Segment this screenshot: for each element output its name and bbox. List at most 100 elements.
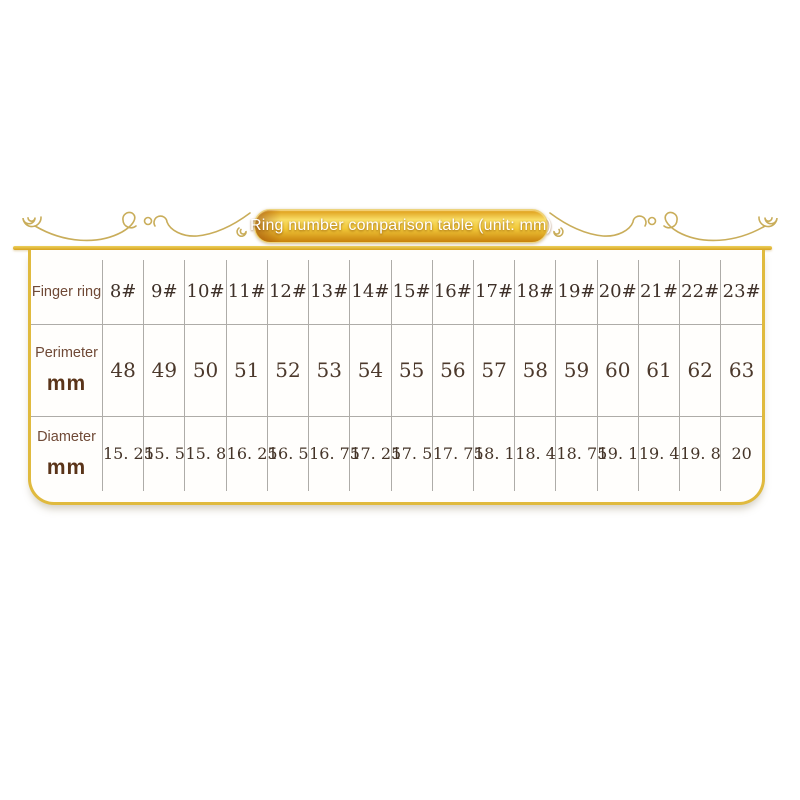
value-cell: 23#: [720, 260, 762, 325]
table-title: Ring number comparison table (unit: mm): [249, 217, 553, 234]
value-cell: 10#: [184, 260, 227, 325]
row-label: Finger ring: [31, 283, 102, 300]
cell-value: 16. 75: [309, 443, 360, 463]
flourish-left-ornament: [12, 198, 254, 248]
row-unit-label: mm: [46, 372, 87, 396]
cell-value: 14#: [351, 281, 390, 303]
cell-value: 52: [275, 358, 301, 382]
cell-value: 17#: [475, 281, 514, 303]
cell-value: 18. 1: [473, 443, 515, 463]
cell-value: 17. 5: [391, 443, 433, 463]
value-cell: 54: [349, 324, 392, 417]
value-cell: 19. 4: [638, 416, 681, 491]
cell-value: 49: [151, 358, 178, 382]
cell-value: 8#: [109, 281, 137, 303]
cell-value: 59: [563, 358, 590, 382]
gold-divider: [13, 246, 772, 250]
value-cell: 15. 25: [102, 416, 154, 491]
cell-value: 18. 75: [556, 443, 608, 463]
value-cell: 21#: [638, 260, 681, 325]
value-cell: 51: [226, 324, 268, 417]
value-cell: 57: [473, 324, 516, 417]
cell-value: 11#: [227, 281, 266, 303]
value-cell: 17. 25: [349, 416, 401, 491]
value-cell: 61: [638, 324, 681, 417]
row-header-cell: Perimeter mm: [31, 324, 103, 417]
value-cell: 55: [391, 324, 433, 417]
cell-value: 9#: [151, 281, 178, 303]
cell-value: 23#: [722, 281, 761, 303]
value-cell: 13#: [308, 260, 351, 325]
cell-value: 13#: [310, 281, 349, 303]
cell-value: 16#: [433, 281, 472, 303]
cell-value: 12#: [268, 281, 307, 303]
cell-value: 15. 8: [185, 443, 227, 463]
value-cell: 50: [184, 324, 227, 417]
value-cell: 22#: [679, 260, 722, 325]
row-header-cell: Finger ring: [31, 260, 103, 325]
value-cell: 16#: [432, 260, 474, 325]
cell-value: 21#: [639, 281, 678, 303]
cell-value: 18. 4: [515, 443, 556, 463]
value-cell: 8#: [102, 260, 145, 325]
value-cell: 18. 75: [555, 416, 607, 491]
value-cell: 17#: [473, 260, 516, 325]
flourish-swirl-icon: [22, 211, 251, 242]
table-row: Diameter mm 15. 25 15. 5 15. 8 16. 25 16. 5 16.…: [31, 416, 762, 491]
value-cell: 19#: [555, 260, 598, 325]
value-cell: 16. 25: [226, 416, 278, 491]
value-cell: 19. 1: [597, 416, 639, 491]
cell-value: 53: [316, 358, 342, 382]
value-cell: 12#: [267, 260, 310, 325]
value-cell: 52: [267, 324, 310, 417]
cell-value: 57: [481, 358, 507, 382]
value-cell: 9#: [143, 260, 186, 325]
cell-value: 17. 75: [432, 443, 484, 463]
cell-value: 62: [687, 358, 713, 382]
value-cell: 53: [308, 324, 351, 417]
value-cell: 11#: [226, 260, 268, 325]
cell-value: 61: [646, 358, 672, 382]
value-cell: 60: [597, 324, 639, 417]
cell-value: 56: [440, 358, 466, 382]
value-cell: 18#: [514, 260, 557, 325]
table-row: Perimeter mm 48 49 50 51 52 53 54 55 56 57 58 59 60 61 6…: [31, 324, 762, 417]
cell-value: 18#: [516, 281, 555, 303]
value-cell: 18. 4: [514, 416, 557, 491]
value-cell: 58: [514, 324, 557, 417]
cell-value: 19. 4: [638, 443, 680, 463]
size-table-body: Finger ring 8# 9# 10# 11# 12# 13# 14# 15# 16# 17# 1…: [31, 260, 762, 491]
value-cell: 16. 5: [267, 416, 310, 491]
cell-value: 60: [605, 358, 631, 382]
row-label: Perimeter: [35, 344, 98, 361]
value-cell: 62: [679, 324, 722, 417]
row-header-cell: Diameter mm: [31, 416, 103, 491]
value-cell: 17. 75: [432, 416, 484, 491]
value-cell: 48: [102, 324, 145, 417]
cell-value: 22#: [681, 281, 720, 303]
cell-value: 16. 5: [267, 443, 309, 463]
value-cell: 15. 5: [143, 416, 186, 491]
flourish-right-ornament: [546, 198, 788, 248]
cell-value: 10#: [186, 281, 225, 303]
cell-value: 16. 25: [226, 443, 278, 463]
flourish-swirl-icon: [549, 211, 778, 242]
value-cell: 15. 8: [184, 416, 227, 491]
cell-value: 15#: [392, 281, 431, 303]
value-cell: 49: [143, 324, 186, 417]
value-cell: 18. 1: [473, 416, 516, 491]
cell-value: 19#: [557, 281, 596, 303]
cell-value: 48: [110, 358, 136, 382]
cell-value: 19. 1: [597, 443, 639, 463]
row-unit-label: mm: [46, 455, 87, 479]
value-cell: 17. 5: [391, 416, 433, 491]
value-cell: 56: [432, 324, 474, 417]
value-cell: 20: [721, 416, 762, 491]
cell-value: 51: [234, 358, 260, 382]
cell-value: 20: [731, 443, 752, 463]
cell-value: 58: [522, 358, 549, 382]
cell-value: 55: [398, 358, 425, 382]
value-cell: 19. 8: [679, 416, 722, 491]
value-cell: 15#: [391, 260, 433, 325]
